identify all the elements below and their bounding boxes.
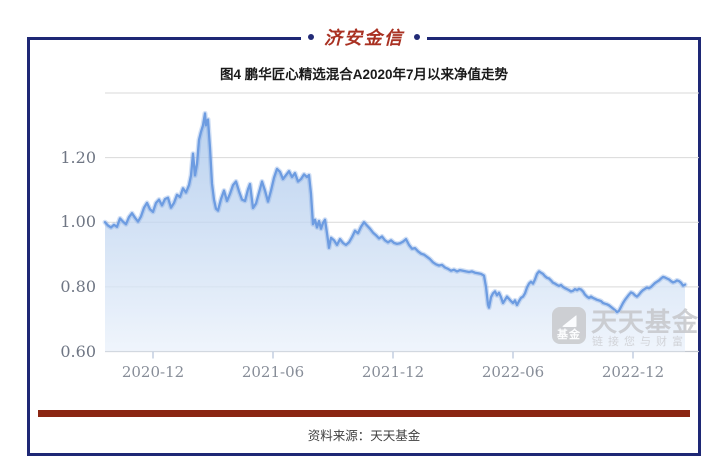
x-axis-label: 2022-12 bbox=[601, 363, 665, 381]
area-fill bbox=[105, 113, 685, 352]
y-axis-label: 1.20 bbox=[60, 148, 96, 167]
x-axis-label: 2020-12 bbox=[121, 363, 185, 381]
watermark: 基金 天天基金 链接您与财富 bbox=[552, 305, 700, 348]
chart-title: 图4 鹏华匠心精选混合A2020年7月以来净值走势 bbox=[219, 67, 509, 82]
y-axis-label: 0.80 bbox=[60, 277, 96, 296]
x-axis-label: 2022-06 bbox=[481, 363, 545, 381]
brand-badge: 济安金信 bbox=[301, 24, 427, 49]
watermark-logo-icon: 基金 bbox=[552, 307, 586, 344]
brand-title: 济安金信 bbox=[324, 27, 404, 48]
red-divider-bar bbox=[38, 410, 690, 417]
value-line bbox=[103, 112, 687, 314]
watermark-slogan-text: 链接您与财富 bbox=[592, 336, 688, 348]
y-axis-label: 0.60 bbox=[60, 342, 96, 361]
watermark-logo-text: 基金 bbox=[557, 329, 581, 341]
watermark-logo-glyph-icon bbox=[561, 315, 577, 327]
y-axis-label: 1.00 bbox=[60, 212, 96, 231]
brand-dot-left-icon bbox=[308, 33, 314, 40]
data-source-line: 资料来源：天天基金 bbox=[307, 429, 421, 443]
brand-dot-right-icon bbox=[414, 33, 420, 40]
x-axis-label: 2021-12 bbox=[361, 363, 425, 381]
x-axis-label: 2021-06 bbox=[241, 363, 305, 381]
watermark-brand-text: 天天基金 bbox=[591, 307, 700, 337]
